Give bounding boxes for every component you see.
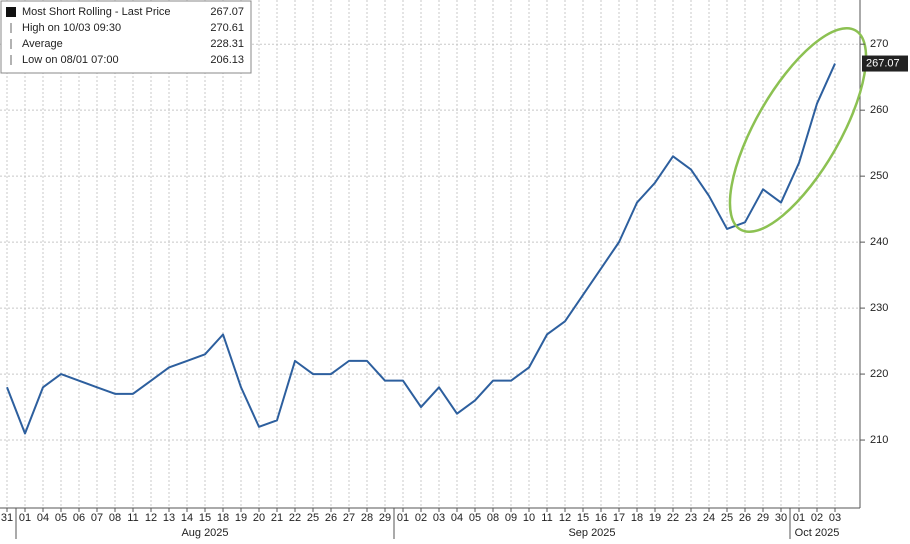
x-tick-label: 03 [829,512,841,524]
y-tick-label: 210 [870,434,888,446]
x-tick-label: 15 [199,512,211,524]
last-price-tag [862,55,908,72]
month-label: Oct 2025 [795,527,840,539]
x-tick-label: 05 [55,512,67,524]
x-tick-label: 09 [505,512,517,524]
x-tick-label: 02 [811,512,823,524]
x-tick-label: 22 [289,512,301,524]
price-line [6,63,836,435]
x-tick-label: 10 [523,512,535,524]
y-tick-label: 240 [870,236,888,248]
x-tick-label: 29 [757,512,769,524]
x-tick-label: 19 [235,512,247,524]
y-tick-label: 230 [870,302,888,314]
x-tick-label: 15 [577,512,589,524]
x-tick-label: 30 [775,512,787,524]
y-tick-label: 220 [870,368,888,380]
legend-name: Average [22,38,63,50]
x-tick-label: 24 [703,512,715,524]
x-tick-label: 25 [721,512,733,524]
x-tick-label: 11 [541,512,552,524]
x-tick-label: 04 [37,512,49,524]
grid [0,0,860,508]
legend-value: 267.07 [210,6,244,18]
legend-value: 270.61 [210,22,244,34]
highlight-ellipse [728,26,868,234]
month-label: Sep 2025 [568,527,615,539]
legend-value: 206.13 [210,54,244,66]
x-tick-label: 01 [793,512,805,524]
x-tick-label: 05 [469,512,481,524]
legend-swatch [6,7,16,17]
x-tick-label: 02 [415,512,427,524]
x-tick-label: 08 [109,512,121,524]
y-tick-label: 270 [870,38,888,50]
x-tick-label: 13 [163,512,175,524]
month-label: Aug 2025 [181,527,228,539]
x-tick-label: 03 [433,512,445,524]
x-tick-label: 21 [271,512,283,524]
x-tick-label: 11 [127,512,138,524]
legend-value: 228.31 [210,38,244,50]
legend-name: Most Short Rolling - Last Price [22,6,171,18]
x-tick-label: 26 [739,512,751,524]
x-tick-label: 31 [1,512,13,524]
legend-name: High on 10/03 09:30 [22,22,121,34]
plot [6,63,836,435]
y-tick-label: 260 [870,104,888,116]
x-tick-label: 14 [181,512,193,524]
x-tick-label: 07 [91,512,103,524]
x-tick-label: 18 [217,512,229,524]
x-tick-label: 12 [559,512,571,524]
x-tick-label: 19 [649,512,661,524]
x-tick-label: 06 [73,512,85,524]
x-tick-label: 29 [379,512,391,524]
y-tick-label: 250 [870,170,888,182]
x-tick-label: 17 [613,512,625,524]
x-tick-label: 28 [361,512,373,524]
legend-name: Low on 08/01 07:00 [22,54,119,66]
legend-box [0,0,252,74]
x-tick-label: 20 [253,512,265,524]
x-tick-label: 26 [325,512,337,524]
x-tick-label: 01 [19,512,31,524]
x-tick-label: 08 [487,512,499,524]
x-tick-label: 22 [667,512,679,524]
x-tick-label: 27 [343,512,355,524]
x-tick-label: 04 [451,512,463,524]
legend: Most Short Rolling - Last Price 267.07 Hig… [0,0,252,74]
x-tick-label: 01 [397,512,409,524]
x-tick-label: 16 [595,512,607,524]
x-tick-label: 18 [631,512,643,524]
x-tick-label: 12 [145,512,157,524]
x-tick-label: 23 [685,512,697,524]
last-price-label: 267.07 [866,57,900,69]
x-tick-label: 25 [307,512,319,524]
